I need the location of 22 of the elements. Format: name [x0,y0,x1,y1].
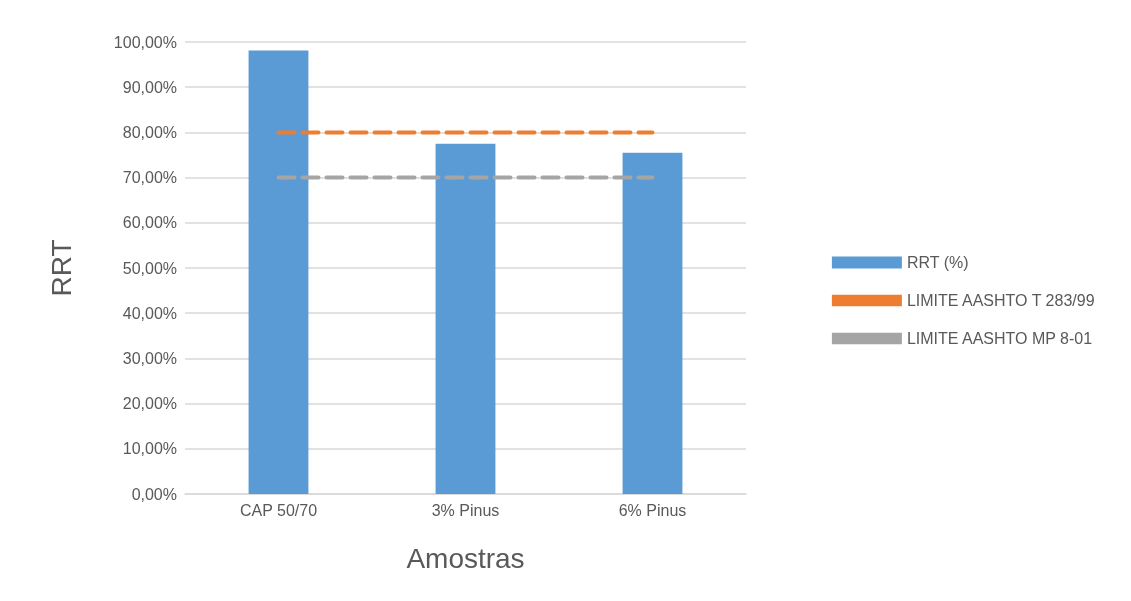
x-axis-title: Amostras [406,542,525,574]
legend-label: RRT (%) [906,254,969,271]
y-tick-label: 70,00% [122,169,177,187]
legend-label: LIMITE AASHTO T 283/99 [906,292,1095,309]
y-axis-title: RRT [45,239,77,297]
y-tick-label: 80,00% [122,123,177,141]
y-tick-label: 50,00% [122,259,177,277]
y-tick-label: 20,00% [122,395,177,413]
x-tick-label: 3% Pinus [431,501,500,519]
x-tick-label: 6% Pinus [618,501,687,519]
y-tick-label: 90,00% [122,78,177,96]
bar [435,143,496,494]
y-tick-label: 60,00% [122,214,177,232]
x-tick-label: CAP 50/70 [239,501,318,519]
y-tick-label: 100,00% [113,33,177,51]
y-tick-label: 10,00% [122,440,177,458]
bar [248,50,309,494]
legend-label: LIMITE AASHTO MP 8-01 [906,330,1093,347]
y-tick-label: 40,00% [122,304,177,322]
y-tick-label: 0,00% [131,485,177,503]
bar [622,152,683,494]
y-tick-label: 30,00% [122,349,177,367]
